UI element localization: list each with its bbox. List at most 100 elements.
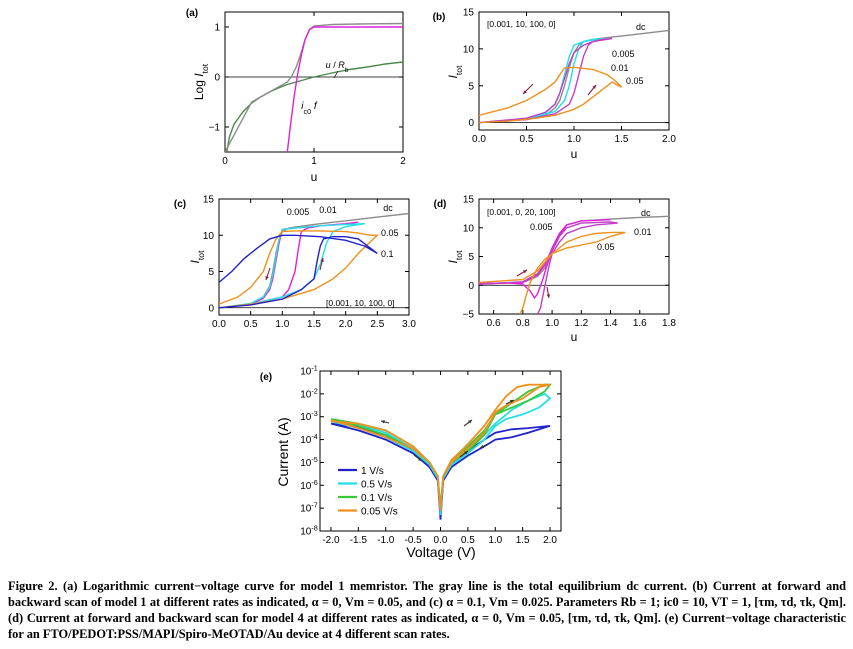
panel-d-ytick-label: 10 bbox=[463, 223, 475, 234]
panel-e-xtick-label: 2.0 bbox=[543, 535, 557, 546]
panel-a-annotation-u-over-rb: u / Rb bbox=[326, 60, 349, 74]
panel-d-arrow-backward-head bbox=[546, 294, 551, 298]
panel-b-xtick-label: 1.5 bbox=[615, 134, 629, 145]
panel-c-label-005: 0.05 bbox=[381, 228, 399, 238]
panel-a-ytick-label: 1 bbox=[214, 23, 220, 34]
panel-c-label: (c) bbox=[174, 199, 186, 210]
panel-d-xtick-label: 1.8 bbox=[662, 318, 676, 329]
panel-b-params: [0.001, 10, 100, 0] bbox=[487, 19, 556, 29]
figure-caption: Figure 2. (a) Logarithmic current−voltag… bbox=[8, 579, 846, 641]
panel-b-ylabel: Itot bbox=[446, 65, 464, 79]
panel-e-ylabel: Current (A) bbox=[275, 417, 291, 486]
panel-e-arrow-5-head bbox=[480, 444, 484, 448]
panel-e-ytick-label: 10-2 bbox=[300, 386, 318, 401]
panel-a-series-group bbox=[225, 22, 403, 152]
panel-b-label: (b) bbox=[433, 12, 446, 23]
panel-d-xtick-label: 0.8 bbox=[516, 318, 530, 329]
panel-b-label-0005: 0.005 bbox=[612, 49, 635, 59]
panel-e-arrow-6-head bbox=[510, 400, 514, 404]
panel-b-label-005: 0.05 bbox=[626, 76, 644, 86]
panel-c-ylabel: Itot bbox=[188, 250, 206, 264]
panel-c-arrow-forward-head bbox=[320, 258, 324, 262]
panel-c-ytick-label: 5 bbox=[208, 267, 214, 278]
panel-a-series-gray-line bbox=[225, 22, 403, 152]
panel-d-xlabel: u bbox=[571, 330, 578, 344]
panel-d-ytick-label: 5 bbox=[468, 252, 474, 263]
panel-e-xtick-label: -2.0 bbox=[322, 535, 340, 546]
panel-c-label-dc: dc bbox=[383, 203, 393, 213]
panel-c-xtick-label: 2.5 bbox=[370, 319, 384, 330]
panel-b-ytick-label: 5 bbox=[468, 81, 474, 92]
panel-e-xtick-label: 1.0 bbox=[488, 535, 502, 546]
panel-d-ytick-label: −5 bbox=[463, 310, 475, 321]
panel-b-xtick-label: 2.0 bbox=[662, 134, 676, 145]
panel-e-series-group bbox=[330, 383, 552, 520]
panel-c-series-group bbox=[219, 212, 409, 309]
panel-e-legend-entry: 0.05 V/s bbox=[361, 507, 398, 518]
panel-e-arrow-2-head bbox=[418, 457, 422, 461]
panel-a-series-darkgreen-line bbox=[226, 61, 403, 152]
panel-d-xtick-label: 0.6 bbox=[487, 318, 501, 329]
panel-d-ytick-label: 0 bbox=[468, 281, 474, 292]
panel-a-ylabel: Log Itot bbox=[192, 63, 210, 100]
panel-d-xtick-label: 1.6 bbox=[633, 318, 647, 329]
panel-b-series-group bbox=[479, 29, 669, 124]
panel-e-legend-entry: 0.1 V/s bbox=[361, 493, 392, 504]
panel-e-legend-entry: 0.5 V/s bbox=[361, 480, 392, 491]
panel-c-xtick-label: 1.0 bbox=[275, 319, 289, 330]
panel-e-label: (e) bbox=[260, 372, 272, 383]
panel-a-annotation-ic0-f: ic0 f bbox=[301, 101, 318, 116]
panel-c-xtick-label: 0.5 bbox=[244, 319, 258, 330]
panel-c-xtick-label: 2.0 bbox=[339, 319, 353, 330]
panel-e-ytick-label: 10-3 bbox=[300, 409, 318, 424]
panel-b-label-001: 0.01 bbox=[611, 63, 629, 73]
panel-a-series-magenta-line bbox=[286, 26, 403, 152]
panel-e-xlabel: Voltage (V) bbox=[406, 544, 475, 560]
panel-e-xtick-label: -1.5 bbox=[350, 535, 368, 546]
panel-b-xtick-label: 0.0 bbox=[472, 134, 486, 145]
panel-d-label: (d) bbox=[434, 199, 447, 210]
panel-d-arrow-forward-head bbox=[523, 270, 527, 274]
panel-b-xtick-label: 0.5 bbox=[520, 134, 534, 145]
panel-d-xtick-label: 1.4 bbox=[604, 318, 618, 329]
panel-e-arrow-4-head bbox=[468, 420, 472, 424]
panel-b-ytick-label: 10 bbox=[463, 44, 475, 55]
panel-c-params: [0.001, 10, 100, 0] bbox=[326, 298, 395, 308]
panel-c-xtick-label: 0.0 bbox=[212, 319, 226, 330]
panel-d-series-0-05-line bbox=[479, 231, 626, 314]
panel-d-ytick-label: 15 bbox=[463, 195, 475, 206]
panel-c-label-001: 0.01 bbox=[319, 205, 337, 215]
panel-c-xtick-label: 3.0 bbox=[402, 319, 416, 330]
panel-c-ytick-label: 15 bbox=[203, 195, 215, 206]
panel-a-xtick-label: 1 bbox=[311, 156, 317, 167]
panel-e-arrow-3-head bbox=[464, 451, 468, 455]
panel-b-xtick-label: 1.0 bbox=[567, 134, 581, 145]
panel-a-xtick-label: 0 bbox=[222, 156, 228, 167]
panel-e-ytick-label: 10-7 bbox=[300, 500, 318, 514]
panel-b-ytick-label: 0 bbox=[468, 118, 474, 129]
panel-d-series-0-01-line bbox=[479, 221, 618, 314]
panel-e-xtick-label: -1.0 bbox=[377, 535, 395, 546]
panel-a-annotation-leader bbox=[333, 70, 339, 79]
panel-b-ytick-label: 15 bbox=[463, 8, 475, 19]
panel-b-arrow-backward-head bbox=[523, 90, 527, 94]
panel-a-ytick-label: −1 bbox=[209, 123, 221, 134]
panel-d-xtick-label: 1.2 bbox=[574, 318, 588, 329]
panel-e-ytick-label: 10-6 bbox=[300, 477, 318, 492]
panel-d-xtick-label: 1.0 bbox=[545, 318, 559, 329]
panel-a-ytick-label: 0 bbox=[214, 73, 220, 84]
panel-c-series-0-05-line bbox=[219, 230, 380, 309]
panel-c-ytick-label: 0 bbox=[208, 303, 214, 314]
panel-d-series-group bbox=[479, 215, 669, 314]
panel-d-label-0005: 0.005 bbox=[530, 222, 553, 232]
panel-c-series-0-1-line bbox=[219, 234, 378, 309]
panel-e-xtick-label: -0.5 bbox=[404, 535, 422, 546]
panel-e-xtick-label: 0.5 bbox=[461, 535, 475, 546]
panel-a-frame bbox=[224, 11, 404, 153]
panel-c-label-0005: 0.005 bbox=[287, 207, 310, 217]
panel-c-ytick-label: 10 bbox=[203, 231, 215, 242]
panel-e-ytick-label: 10-5 bbox=[300, 454, 318, 469]
panel-e-legend-entry: 1 V/s bbox=[361, 466, 384, 477]
panel-d-label-001: 0.01 bbox=[634, 227, 652, 237]
panel-b-series-0-05-line bbox=[479, 66, 623, 124]
